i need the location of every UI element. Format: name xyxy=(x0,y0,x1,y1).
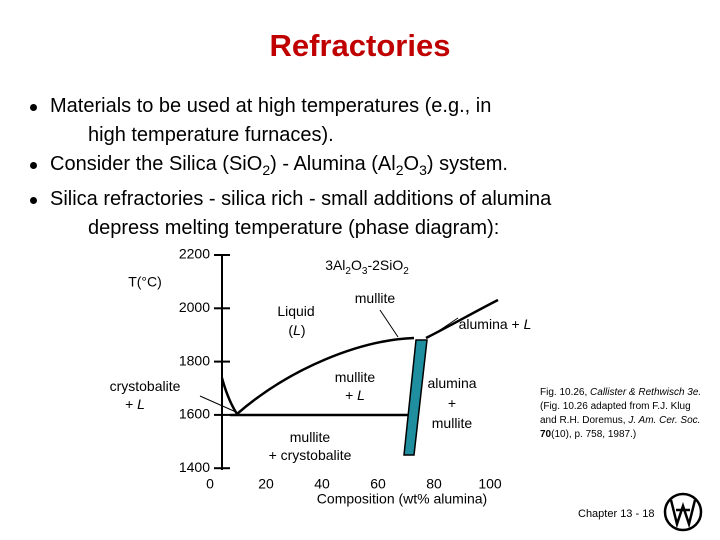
region-label: mullite xyxy=(290,429,331,445)
text-run: (Fig. 10.26 adapted from F.J. Klug and R… xyxy=(540,401,691,426)
text-run: Materials to be used at high temperature… xyxy=(50,95,492,117)
text-run: 70 xyxy=(540,429,552,440)
text-run: mullite xyxy=(355,290,396,306)
text-run: depress melting temperature (phase diagr… xyxy=(88,217,500,239)
pointer xyxy=(379,309,399,338)
region-label: + L xyxy=(125,396,145,412)
region-label: mullite xyxy=(432,415,473,431)
text-run: Callister & Rethwisch 3e. xyxy=(590,387,702,398)
footer: Chapter 13 - 18 xyxy=(578,508,655,520)
text-run: 3 xyxy=(419,162,427,178)
y-tick-label: 2000 xyxy=(179,299,210,315)
bullet-line: depress melting temperature (phase diagr… xyxy=(50,214,710,243)
y-tick-label: 1800 xyxy=(179,352,210,368)
text-run: ) system. xyxy=(426,153,508,175)
text-run: Silica refractories - silica rich - smal… xyxy=(50,188,552,210)
text-run: + xyxy=(345,387,357,403)
text-run: O xyxy=(351,257,362,273)
region-label: mullite xyxy=(335,369,376,385)
slide-title: Refractories xyxy=(269,28,451,63)
bullet-dot xyxy=(30,162,37,169)
text-run: J. Am. Cer. Soc. xyxy=(628,415,701,426)
region-label: (L) xyxy=(288,322,305,338)
text-run: 3 xyxy=(362,266,368,277)
text-run: ) xyxy=(301,322,306,338)
bullet: Consider the Silica (SiO2) - Alumina (Al… xyxy=(30,150,710,185)
text-run: alumina xyxy=(427,375,476,391)
text-run: L xyxy=(524,316,532,332)
region-label: + crystobalite xyxy=(269,447,352,463)
text-run: high temperature furnaces). xyxy=(88,124,334,146)
text-run: mullite xyxy=(432,415,473,431)
y-tick-label: 1400 xyxy=(179,459,210,475)
text-run: L xyxy=(293,322,301,338)
mullite-phase xyxy=(403,339,428,456)
text-run: (10), p. 758, 1987.) xyxy=(551,429,637,440)
pointer xyxy=(199,395,237,413)
bullet-dot xyxy=(30,197,37,204)
y-tick-label: 1600 xyxy=(179,406,210,422)
region-label: alumina xyxy=(427,375,476,391)
text-run: mullite xyxy=(335,369,376,385)
y-axis-label: T(°C) xyxy=(128,274,162,290)
text-run: ) - Alumina (Al xyxy=(270,153,396,175)
text-run: mullite xyxy=(290,429,331,445)
x-tick-label: 80 xyxy=(426,476,442,492)
figure-caption: Fig. 10.26, Callister & Rethwisch 3e. (F… xyxy=(540,386,702,442)
text-run: L xyxy=(357,387,365,403)
text-run: crystobalite xyxy=(110,378,181,394)
bullet-line: Materials to be used at high temperature… xyxy=(50,92,710,121)
text-run: -2SiO xyxy=(367,257,403,273)
bullet: Materials to be used at high temperature… xyxy=(30,92,710,150)
pointer xyxy=(427,317,459,339)
logo xyxy=(663,492,703,532)
bullet: Silica refractories - silica rich - smal… xyxy=(30,185,710,243)
text-run: alumina + xyxy=(459,316,524,332)
region-label: alumina + L xyxy=(459,316,532,332)
bullet-line: Silica refractories - silica rich - smal… xyxy=(50,185,710,214)
text-run: 2 xyxy=(345,266,351,277)
bullet-list: Materials to be used at high temperature… xyxy=(30,92,710,243)
x-tick-label: 60 xyxy=(370,476,386,492)
bullet-dot xyxy=(30,104,37,111)
region-label: Liquid xyxy=(277,303,314,319)
text-run: L xyxy=(137,396,145,412)
x-tick-label: 40 xyxy=(314,476,330,492)
bullet-line: Consider the Silica (SiO2) - Alumina (Al… xyxy=(50,150,710,185)
region-label: + xyxy=(448,395,456,411)
text-run: Fig. 10.26, xyxy=(540,387,591,398)
text-run: + xyxy=(125,396,137,412)
x-axis-label: Composition (wt% alumina) xyxy=(317,491,487,507)
region-label: + L xyxy=(345,387,365,403)
region-label: 3Al2O3-2SiO2 xyxy=(325,257,409,277)
x-tick-label: 0 xyxy=(206,476,214,492)
bullet-line: high temperature furnaces). xyxy=(50,121,710,150)
text-run: + xyxy=(448,395,456,411)
text-run: 2 xyxy=(262,162,271,178)
region-label: mullite xyxy=(355,290,396,306)
curve xyxy=(236,336,415,415)
region-label: crystobalite xyxy=(110,378,181,394)
text-run: 2 xyxy=(395,162,404,178)
text-run: 2 xyxy=(403,266,409,277)
text-run: Liquid xyxy=(277,303,314,319)
text-run: 3Al xyxy=(325,257,345,273)
text-run: + crystobalite xyxy=(269,447,352,463)
x-tick-label: 20 xyxy=(258,476,274,492)
x-tick-label: 100 xyxy=(478,476,502,492)
text-run: O xyxy=(403,153,420,175)
text-run: Consider the Silica (SiO xyxy=(50,153,263,175)
text-run: ( xyxy=(288,322,293,338)
y-tick-label: 2200 xyxy=(179,246,210,262)
